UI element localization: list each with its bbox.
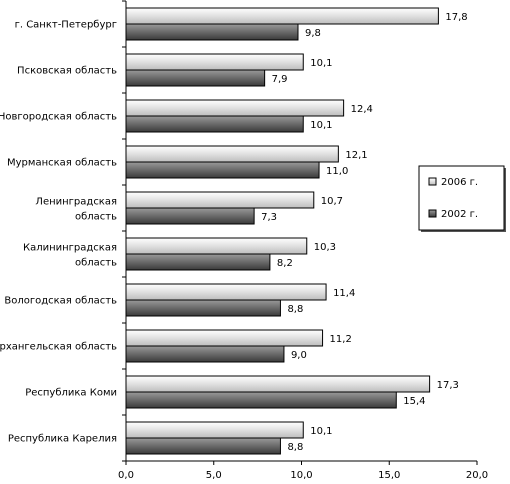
category-label-line: Ленинградская [35,197,117,208]
bar-2002 [125,69,266,87]
bar-2002 [125,23,299,41]
category-label: Псковская область [17,66,117,77]
legend-swatch-2002 [428,209,437,218]
x-tick-label: 20,0 [466,470,488,481]
bar-2002 [125,207,255,225]
legend-box [418,165,505,231]
x-tick-label: 10,0 [290,470,312,481]
category-label-line: область [75,212,117,223]
bar-2002 [125,345,285,363]
bar-2002 [125,253,271,271]
category-label-line: Новгородская область [0,112,117,123]
category-label-line: г. Санкт-Петербург [15,20,117,31]
data-label: 10,1 [310,426,332,437]
bar-2006 [125,237,308,255]
x-tick-label: 15,0 [378,470,400,481]
legend-label: 2002 г. [441,209,478,220]
data-label: 7,3 [261,212,277,223]
legend: 2006 г. 2002 г. [418,165,506,232]
data-label: 8,2 [277,258,293,269]
category-label-line: Республика Коми [25,388,117,399]
data-label: 15,4 [403,396,425,407]
data-label: 17,3 [437,380,459,391]
bar-2006 [125,145,339,163]
data-label: 10,1 [310,58,332,69]
bar-2002 [125,161,320,179]
category-label-line: Мурманская область [7,158,117,169]
category-label-line: область [75,258,117,269]
bar-2006 [125,7,439,25]
category-label: Калининградская область [23,243,117,269]
category-label-line: Республика Карелия [8,434,117,445]
legend-label: 2006 г. [441,177,478,188]
category-label: Вологодская область [4,296,117,307]
data-label: 12,4 [351,104,373,115]
data-label: 9,0 [291,350,307,361]
plot-area: г. Санкт-Петербург 17,8 9,8 Псковская облас… [0,0,488,481]
bar-2006 [125,99,345,117]
data-label: 17,8 [445,12,467,23]
bar-2002 [125,437,281,455]
category-label: г. Санкт-Петербург [15,20,117,31]
category-label-line: Псковская область [17,66,117,77]
data-label: 11,4 [333,288,355,299]
data-label: 10,7 [321,196,343,207]
data-label: 8,8 [287,442,303,453]
bar-2006 [125,191,315,209]
data-label: 11,0 [326,166,348,177]
data-label: 9,8 [305,28,321,39]
category-label: Архангельская область [0,342,117,353]
data-label: 12,1 [345,150,367,161]
category-label: Мурманская область [7,158,117,169]
category-label-line: Архангельская область [0,342,117,353]
x-tick-label: 5,0 [206,470,222,481]
category-label-line: Вологодская область [4,296,117,307]
data-label: 8,8 [287,304,303,315]
x-tick-label: 0,0 [118,470,134,481]
legend-swatch-2006 [428,177,437,186]
category-label: Республика Коми [25,388,117,399]
bar-2002 [125,391,397,409]
data-label: 10,1 [310,120,332,131]
category-label-line: Калининградская [23,243,117,254]
data-label: 11,2 [330,334,352,345]
bar-2002 [125,299,281,317]
bar-2006 [125,329,324,347]
bar-2002 [125,115,304,133]
bar-2006 [125,375,431,393]
bar-2006 [125,283,327,301]
data-label: 7,9 [272,74,288,85]
bar-2006 [125,53,304,71]
category-label: Ленинградская область [35,197,117,223]
category-label: Новгородская область [0,112,117,123]
bar-2006 [125,421,304,439]
category-label: Республика Карелия [8,434,117,445]
data-label: 10,3 [314,242,336,253]
